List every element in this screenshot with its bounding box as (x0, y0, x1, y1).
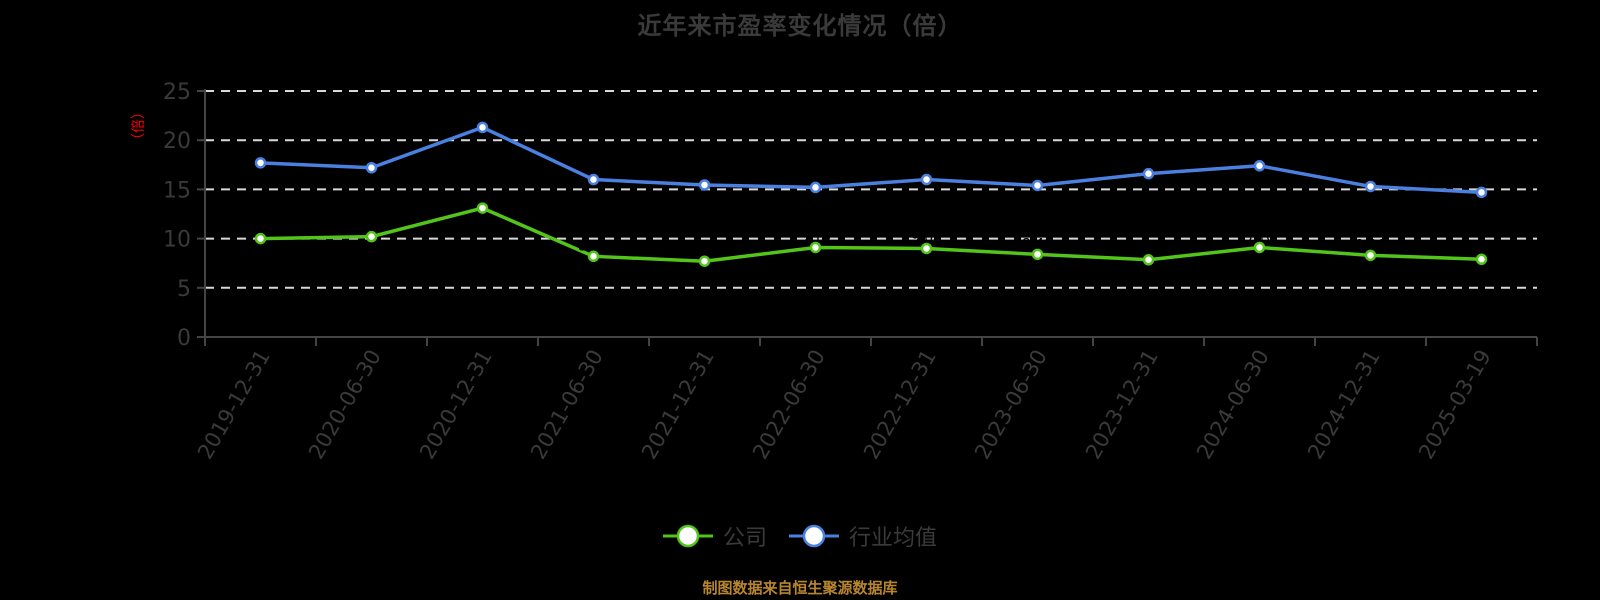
x-tick-label: 2022-06-30 (748, 346, 830, 464)
data-label: 9.00 (911, 230, 942, 246)
data-point[interactable] (1364, 249, 1377, 262)
y-tick-label: 20 (163, 129, 191, 154)
legend-item-industry[interactable]: 行业均值 (789, 520, 937, 552)
legend-item-company[interactable]: 公司 (662, 520, 767, 552)
legend-label-industry: 行业均值 (849, 526, 938, 551)
x-tick-label: 2023-12-31 (1081, 346, 1163, 464)
legend: 公司 行业均值 (0, 520, 1600, 552)
data-label: 7.70 (689, 243, 720, 259)
x-tick-label: 2023-06-30 (970, 346, 1052, 464)
y-tick-label: 15 (163, 178, 191, 203)
data-point[interactable] (1142, 254, 1155, 266)
data-point[interactable] (1031, 179, 1044, 192)
data-source-footer: 制图数据来自恒生聚源数据库 (702, 579, 898, 597)
data-point[interactable] (365, 162, 378, 174)
y-tick-label: 0 (177, 326, 191, 351)
x-tick-label: 2020-06-30 (304, 346, 386, 464)
data-point[interactable] (920, 242, 933, 255)
data-label: 10.20 (351, 219, 391, 235)
data-label: 8.30 (1355, 237, 1386, 253)
y-tick-label: 10 (163, 228, 191, 253)
x-tick-label: 2022-12-31 (859, 346, 941, 464)
data-point[interactable] (1031, 248, 1044, 261)
data-point[interactable] (476, 202, 489, 214)
data-point[interactable] (1142, 167, 1155, 180)
data-point[interactable] (365, 230, 378, 243)
x-tick-label: 2021-06-30 (526, 346, 608, 464)
axes (204, 89, 1537, 345)
series-lines: 10.00 10.20 13.10 8.20 7.70 9.10 9.00 8.40 7.85 9… (240, 121, 1497, 267)
data-point[interactable] (1475, 186, 1488, 199)
data-label: 7.85 (1133, 242, 1164, 258)
data-label: 9.10 (1244, 229, 1275, 245)
data-point[interactable] (1253, 160, 1266, 172)
data-point[interactable] (1253, 241, 1266, 254)
legend-label-company: 公司 (722, 526, 767, 551)
y-axis-ticks: 0 5 10 15 20 25 (163, 80, 205, 351)
chart-title: 近年来市盈率变化情况（倍） (637, 12, 963, 40)
data-point[interactable] (254, 157, 267, 169)
data-point[interactable] (698, 179, 711, 191)
data-label: 13.10 (462, 190, 502, 206)
company-line (260, 206, 1482, 263)
y-axis-label: （倍） (131, 105, 147, 147)
x-tick-label: 2024-12-31 (1303, 346, 1385, 464)
y-tick-label: 5 (177, 277, 191, 302)
x-axis-ticks: 2019-12-31 2020-06-30 2020-12-31 2021-06-30… (193, 337, 1538, 464)
legend-industry-icon (789, 524, 839, 548)
x-tick-label: 2019-12-31 (193, 346, 275, 464)
data-point[interactable] (254, 232, 267, 245)
x-tick-label: 2021-12-31 (637, 346, 719, 464)
data-point[interactable] (476, 121, 489, 134)
data-label: 8.20 (578, 238, 609, 254)
data-label: 8.40 (1022, 236, 1053, 252)
data-point[interactable] (1475, 253, 1488, 266)
industry-line (260, 125, 1482, 195)
data-point[interactable] (698, 255, 711, 267)
data-label: 7.90 (1466, 241, 1497, 257)
data-point[interactable] (1364, 180, 1377, 193)
data-label: 10.00 (240, 221, 280, 237)
data-point[interactable] (587, 173, 600, 186)
x-tick-label: 2024-06-30 (1192, 346, 1274, 464)
x-tick-label: 2020-12-31 (415, 346, 497, 464)
data-point[interactable] (809, 181, 822, 194)
grid-lines (205, 90, 1537, 289)
data-point[interactable] (809, 241, 822, 254)
data-label: 9.10 (800, 229, 831, 245)
legend-company-icon (662, 524, 713, 548)
y-tick-label: 25 (163, 80, 191, 105)
x-tick-label: 2025-03-19 (1414, 346, 1496, 464)
data-point[interactable] (920, 173, 933, 186)
data-point[interactable] (587, 250, 600, 263)
